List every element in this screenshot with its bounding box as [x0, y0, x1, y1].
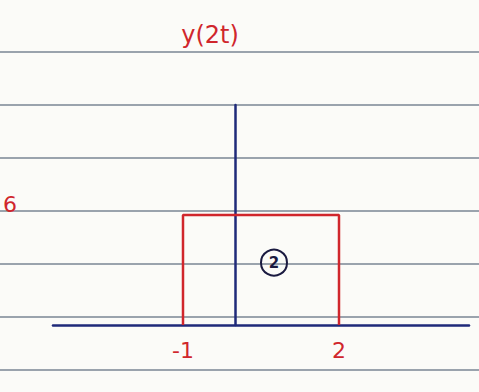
svg-text:6: 6: [3, 192, 17, 217]
svg-text:-1: -1: [172, 338, 194, 363]
svg-text:2: 2: [269, 254, 279, 272]
svg-text:y(2t): y(2t): [181, 21, 239, 49]
svg-text:2: 2: [332, 338, 346, 363]
